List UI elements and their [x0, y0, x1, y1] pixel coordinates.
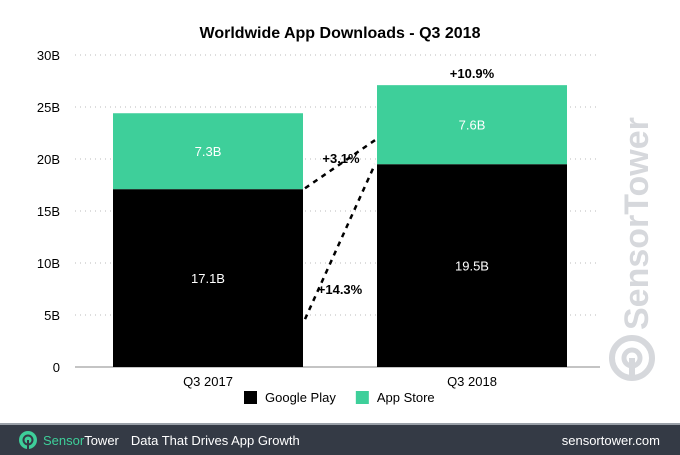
- brand-tower: Tower: [84, 432, 119, 448]
- brand-sensor: Sensor: [43, 432, 85, 448]
- legend-label: App Store: [377, 390, 435, 405]
- bar-google-play: [113, 189, 303, 367]
- y-tick-label: 10B: [37, 256, 60, 271]
- bar-google-play: [377, 164, 567, 367]
- data-label: 19.5B: [455, 259, 489, 274]
- growth-line: [303, 163, 377, 320]
- watermark: SensorTower: [618, 117, 656, 330]
- y-tick-label: 25B: [37, 100, 60, 115]
- y-tick-label: 0: [53, 360, 60, 375]
- annotation: +14.3%: [318, 282, 363, 297]
- tagline: Data That Drives App Growth: [130, 432, 300, 448]
- data-label: 7.6B: [459, 118, 486, 133]
- growth-line: [304, 139, 376, 190]
- footer-logo[interactable]: Sensor Tower: [18, 430, 119, 450]
- y-tick-label: 15B: [37, 204, 60, 219]
- chart-title: Worldwide App Downloads - Q3 2018: [200, 25, 481, 42]
- y-tick-label: 20B: [37, 152, 60, 167]
- site-link[interactable]: sensortower.com: [561, 432, 660, 448]
- data-label: 17.1B: [191, 271, 225, 286]
- annotation: +10.9%: [450, 66, 495, 81]
- x-tick-label: Q3 2018: [447, 374, 497, 389]
- legend-swatch: [244, 391, 257, 404]
- annotation: +3.1%: [322, 151, 360, 166]
- svg-text:SensorTower: SensorTower: [618, 117, 656, 330]
- data-label: 7.3B: [195, 144, 222, 159]
- sensortower-logo-icon: [19, 431, 37, 449]
- y-tick-label: 5B: [44, 308, 60, 323]
- chart: Worldwide App Downloads - Q3 2018 0 5B 10B…: [37, 25, 656, 405]
- bar-app-store: [377, 85, 567, 165]
- legend-label: Google Play: [265, 390, 336, 405]
- x-tick-label: Q3 2017: [183, 374, 233, 389]
- footer: Sensor Tower Data That Drives App Growth …: [0, 423, 680, 455]
- y-tick-label: 30B: [37, 48, 60, 63]
- watermark-logo-icon: [609, 335, 655, 381]
- bar-app-store: [113, 113, 303, 190]
- legend-swatch: [355, 391, 369, 404]
